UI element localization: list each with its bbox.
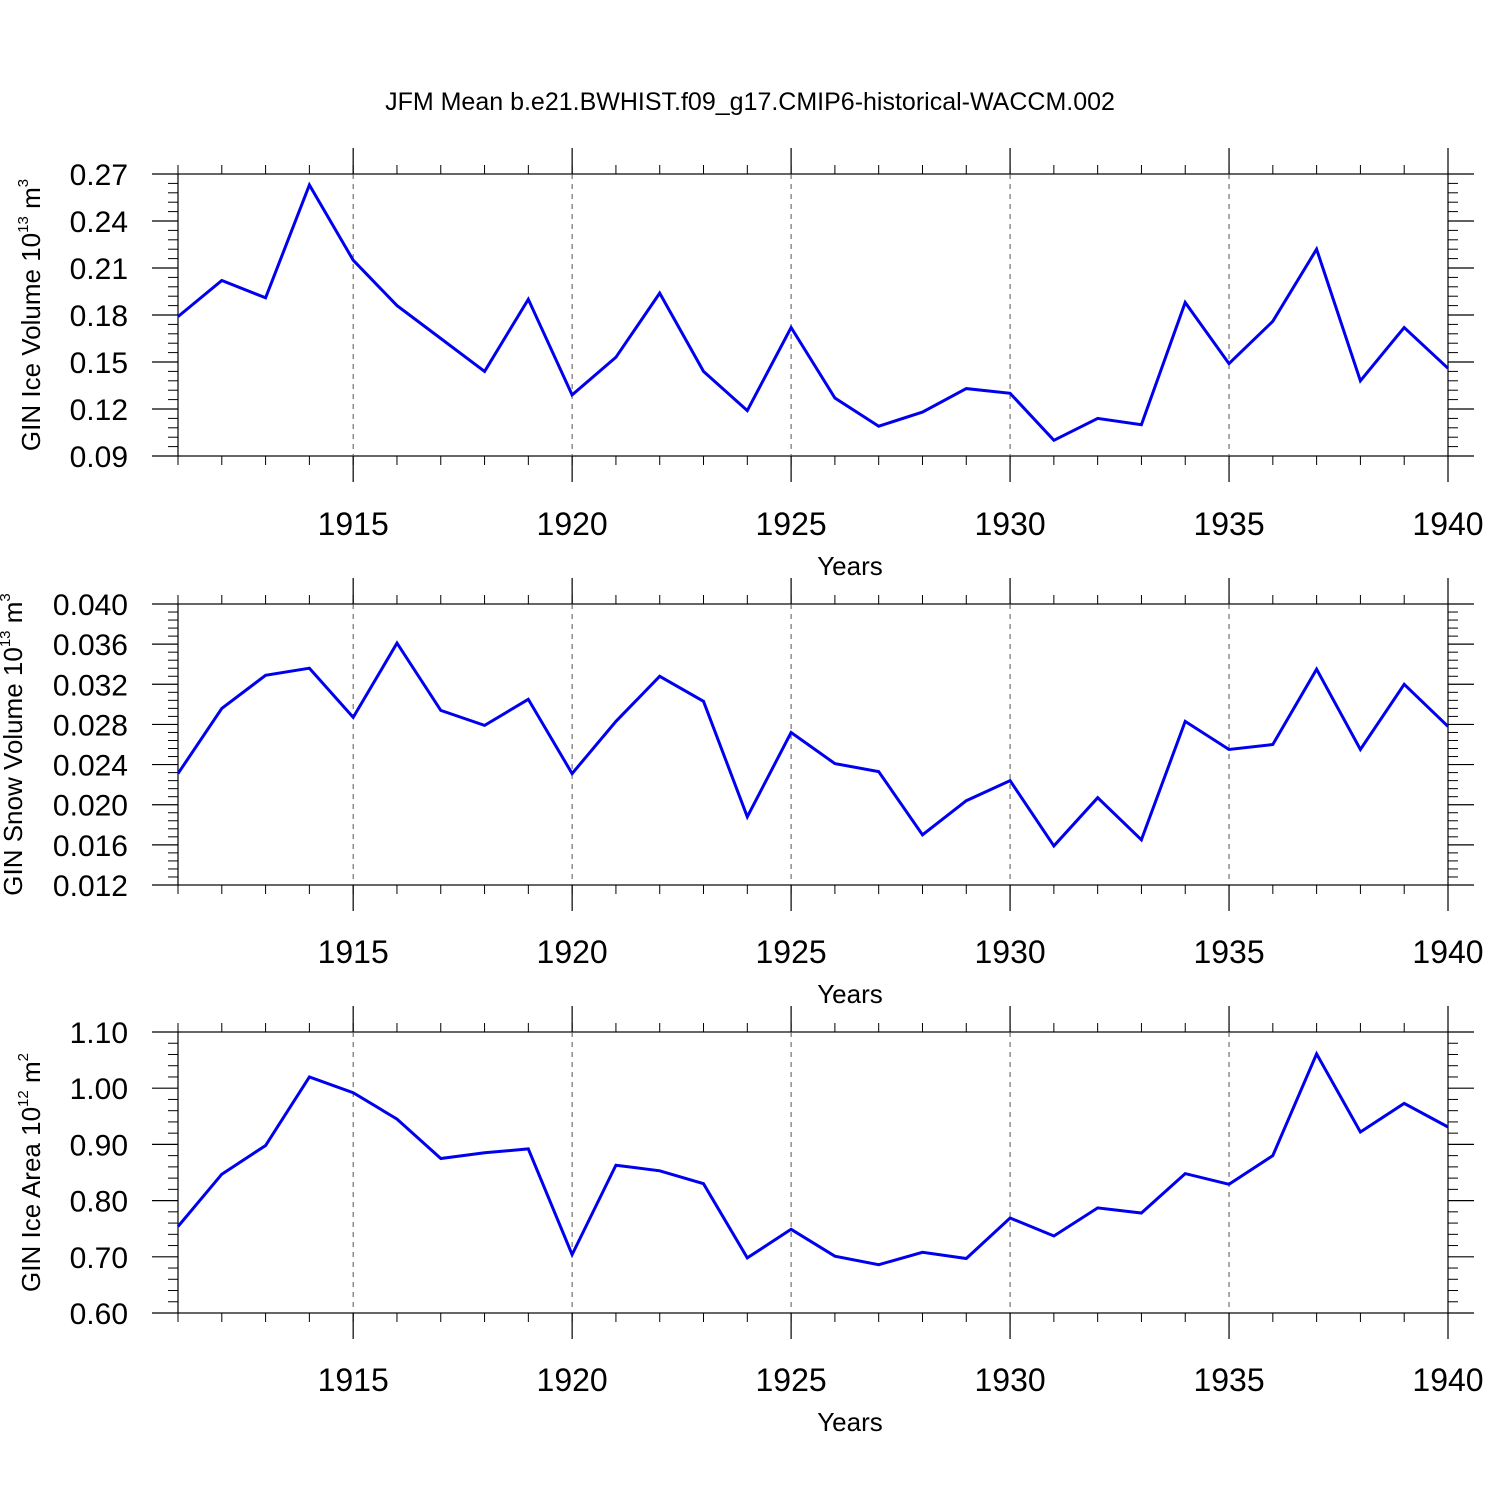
y-axis-title-unit: m <box>0 602 28 631</box>
x-tick-label: 1940 <box>1412 1362 1483 1398</box>
y-tick-label: 0.036 <box>53 629 128 662</box>
x-tick-label: 1925 <box>756 934 827 970</box>
y-tick-label: 0.032 <box>53 669 128 702</box>
y-axis-title-unit: m <box>16 187 46 216</box>
chart-panel-1: 1915 1920 1925 1930 1935 1940 0.09 0.12 0.15 0.18… <box>15 148 1484 581</box>
plot-frame <box>177 603 1449 886</box>
x-tick-label: 1920 <box>537 934 608 970</box>
y-tick-label: 0.020 <box>53 790 128 823</box>
x-tick-label: 1915 <box>318 934 389 970</box>
y-tick-label: 0.15 <box>70 347 128 380</box>
y-axis-title-text: GIN Snow Volume 10 <box>0 647 28 896</box>
x-axis-title: Years <box>817 979 883 1009</box>
x-tick-label: 1930 <box>974 506 1045 542</box>
y-tick-label: 0.21 <box>70 253 128 286</box>
chart-panel-2: 1915 1920 1925 1930 1935 1940 0.012 0.016 0.020 0… <box>0 578 1484 1009</box>
chart-panel-3: 1915 1920 1925 1930 1935 1940 0.60 0.70 0.80 0.90… <box>15 1006 1484 1437</box>
y-axis-title: GIN Ice Volume 1013 m3 <box>15 179 46 451</box>
y-tick-label: 1.00 <box>70 1073 128 1106</box>
y-tick-label: 0.040 <box>53 589 128 622</box>
x-tick-label: 1920 <box>537 506 608 542</box>
y-axis-title-unit-exponent: 3 <box>15 179 32 187</box>
x-tick-label: 1935 <box>1193 1362 1264 1398</box>
plot-frame <box>177 173 1449 457</box>
x-tick-label: 1935 <box>1193 506 1264 542</box>
x-axis-title: Years <box>817 551 883 581</box>
x-tick-label: 1915 <box>318 1362 389 1398</box>
y-tick-label: 1.10 <box>70 1017 128 1050</box>
series-line-1 <box>177 181 1450 443</box>
y-axis-title-text: GIN Ice Area 10 <box>16 1107 46 1292</box>
x-tick-label: 1930 <box>974 1362 1045 1398</box>
x-tick-label: 1935 <box>1193 934 1264 970</box>
y-tick-label: 0.016 <box>53 830 128 863</box>
x-tick-label: 1940 <box>1412 506 1483 542</box>
chart-panels: 1915 1920 1925 1930 1935 1940 0.09 0.12 0.15 0.18… <box>0 148 1484 1437</box>
y-tick-label: 0.028 <box>53 709 128 742</box>
x-tick-label: 1925 <box>756 506 827 542</box>
series-line-1 <box>176 1050 1449 1267</box>
y-tick-label: 0.024 <box>53 750 128 783</box>
y-axis-title-exponent: 13 <box>15 216 32 233</box>
y-tick-label: 0.90 <box>70 1129 128 1162</box>
y-tick-label: 0.27 <box>70 159 128 192</box>
y-axis-title-unit-exponent: 3 <box>0 593 14 601</box>
y-axis-title: GIN Ice Area 1012 m2 <box>15 1053 46 1292</box>
y-axis-title-text: GIN Ice Volume 10 <box>16 233 46 451</box>
plot-frame <box>177 1031 1449 1314</box>
y-tick-label: 0.24 <box>70 206 128 239</box>
figure-title: JFM Mean b.e21.BWHIST.f09_g17.CMIP6-hist… <box>385 88 1115 116</box>
y-tick-label: 0.012 <box>53 870 128 903</box>
y-tick-label: 0.09 <box>70 441 128 474</box>
y-tick-label: 0.60 <box>70 1298 128 1331</box>
x-tick-label: 1920 <box>537 1362 608 1398</box>
y-tick-label: 0.70 <box>70 1242 128 1275</box>
y-axis-title-unit-exponent: 2 <box>15 1053 32 1061</box>
y-axis-title-unit: m <box>16 1061 46 1090</box>
x-tick-label: 1930 <box>974 934 1045 970</box>
series-line-1 <box>176 640 1450 849</box>
y-axis-title-exponent: 12 <box>15 1090 32 1107</box>
y-axis-title: GIN Snow Volume 1013 m3 <box>0 593 28 896</box>
x-tick-label: 1940 <box>1412 934 1483 970</box>
x-axis-title: Years <box>817 1407 883 1437</box>
y-tick-label: 0.80 <box>70 1186 128 1219</box>
x-tick-label: 1925 <box>756 1362 827 1398</box>
x-tick-label: 1915 <box>318 506 389 542</box>
y-tick-label: 0.18 <box>70 300 128 333</box>
y-tick-label: 0.12 <box>70 394 128 427</box>
y-axis-title-exponent: 13 <box>0 630 14 647</box>
